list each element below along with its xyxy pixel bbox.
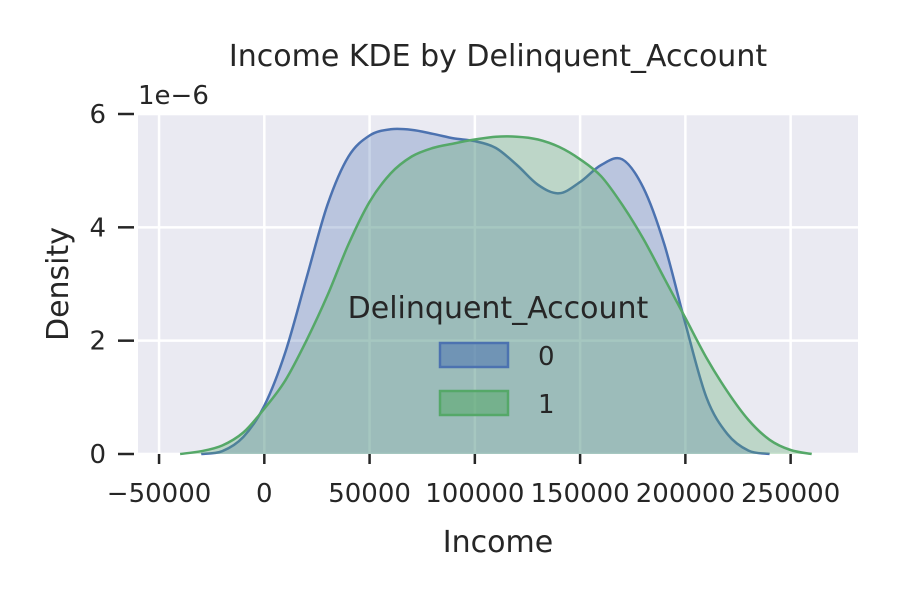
- series-line-0: [201, 127, 770, 456]
- legend-swatch-1: [438, 389, 510, 417]
- x-tick-label: 250000: [741, 479, 840, 509]
- x-tick-label: 100000: [425, 479, 524, 509]
- chart-title: Income KDE by Delinquent_Account: [229, 39, 767, 74]
- series-layer: [179, 127, 812, 456]
- x-axis: −50000 0 50000 100000 150000 200000 250000: [107, 454, 840, 509]
- legend-label-1: 1: [538, 390, 555, 420]
- x-tick-label: 150000: [530, 479, 629, 509]
- legend-swatch-0: [438, 341, 510, 369]
- grid: [138, 112, 858, 456]
- legend-label-0: 0: [538, 342, 555, 372]
- y-axis-label: Density: [41, 227, 76, 341]
- y-tick-label: 2: [89, 327, 106, 357]
- series-area-0: [201, 128, 770, 454]
- x-tick-label: 50000: [328, 479, 411, 509]
- legend: Delinquent_Account 0 1: [348, 291, 649, 420]
- x-tick-label: 200000: [636, 479, 735, 509]
- series-area-1: [180, 136, 812, 454]
- x-tick-label: 0: [256, 479, 273, 509]
- y-tick-label: 4: [89, 213, 106, 243]
- x-tick-label: −50000: [107, 479, 212, 509]
- legend-title: Delinquent_Account: [348, 291, 649, 326]
- y-tick-label: 0: [89, 440, 106, 470]
- y-axis: 0 2 4 6: [89, 100, 134, 470]
- y-tick-label: 6: [89, 100, 106, 130]
- series-line-1: [179, 135, 812, 456]
- y-offset-label: 1e−6: [138, 81, 209, 111]
- x-axis-label: Income: [443, 525, 553, 560]
